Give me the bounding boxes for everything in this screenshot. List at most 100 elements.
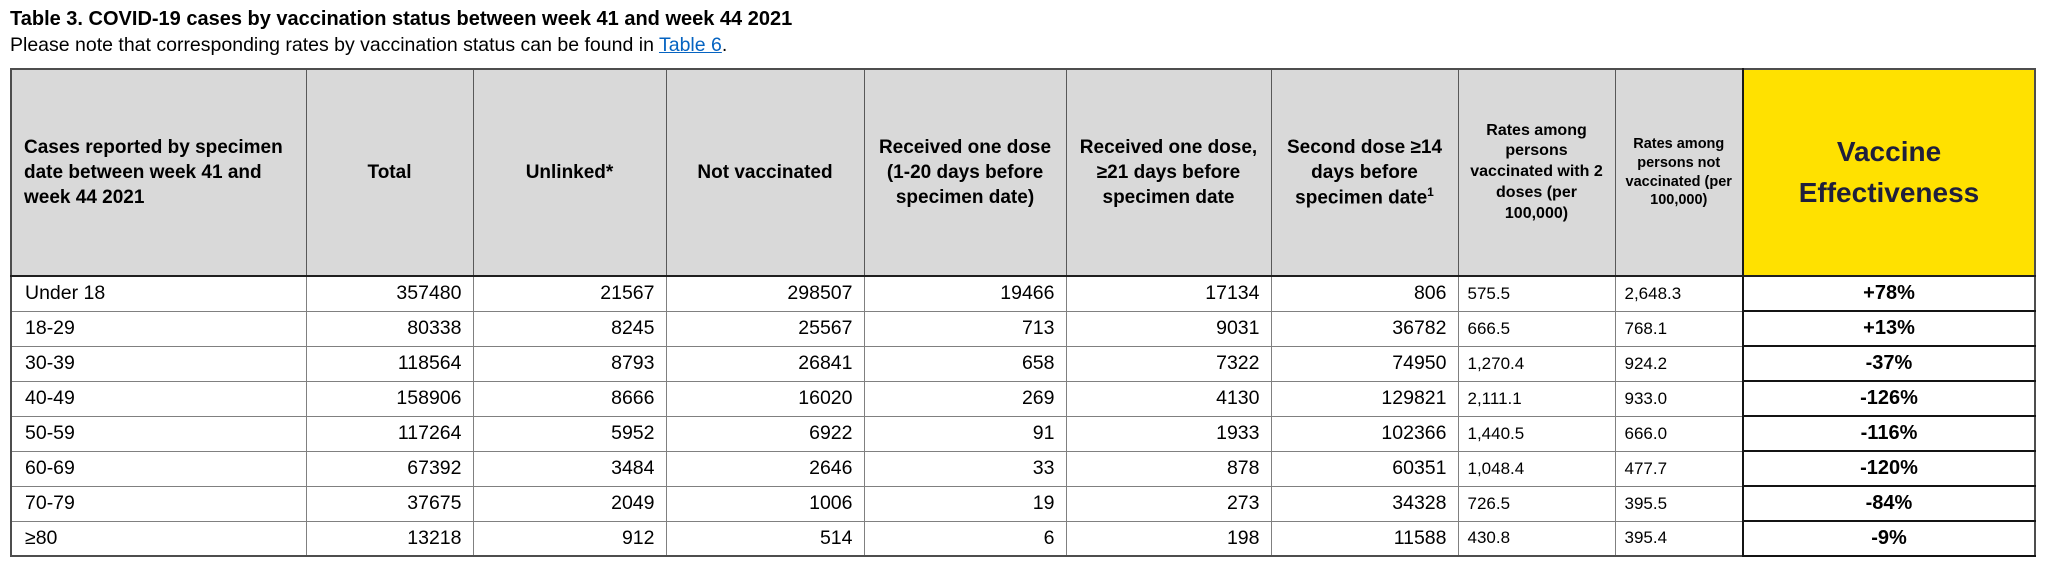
covid-cases-table: Cases reported by specimen date between … bbox=[10, 68, 2036, 557]
header-second-dose: Second dose ≥14 days before specimen dat… bbox=[1270, 68, 1459, 277]
cell-not-vaccinated: 25567 bbox=[665, 310, 865, 347]
cell-one-dose-1-20: 6 bbox=[863, 520, 1067, 557]
cell-age-group: 50-59 bbox=[10, 415, 307, 452]
cell-total: 158906 bbox=[305, 380, 474, 417]
cell-total: 37675 bbox=[305, 485, 474, 522]
cell-age-group: 30-39 bbox=[10, 345, 307, 382]
page-subtitle: Please note that corresponding rates by … bbox=[10, 32, 2048, 59]
header-second-dose-text: Second dose ≥14 days before specimen dat… bbox=[1286, 136, 1443, 209]
cell-rate-not-vaccinated: 395.4 bbox=[1614, 520, 1744, 557]
cell-age-group: ≥80 bbox=[10, 520, 307, 557]
cell-one-dose-21plus: 273 bbox=[1065, 485, 1272, 522]
cell-one-dose-1-20: 19 bbox=[863, 485, 1067, 522]
cell-unlinked: 8793 bbox=[472, 345, 667, 382]
cell-one-dose-1-20: 658 bbox=[863, 345, 1067, 382]
cell-one-dose-1-20: 713 bbox=[863, 310, 1067, 347]
cell-total: 80338 bbox=[305, 310, 474, 347]
table-row: Under 18 357480 21567 298507 19466 17134… bbox=[10, 275, 2036, 312]
cell-vaccine-effectiveness: -9% bbox=[1742, 520, 2036, 557]
cell-age-group: 18-29 bbox=[10, 310, 307, 347]
cell-rate-vaccinated: 430.8 bbox=[1457, 520, 1616, 557]
cell-one-dose-21plus: 1933 bbox=[1065, 415, 1272, 452]
header-rate-not-vaccinated: Rates among persons not vaccinated (per … bbox=[1614, 68, 1744, 277]
header-not-vaccinated: Not vaccinated bbox=[665, 68, 865, 277]
cell-not-vaccinated: 298507 bbox=[665, 275, 865, 312]
cell-one-dose-21plus: 7322 bbox=[1065, 345, 1272, 382]
cell-age-group: 60-69 bbox=[10, 450, 307, 487]
cell-not-vaccinated: 2646 bbox=[665, 450, 865, 487]
cell-rate-not-vaccinated: 768.1 bbox=[1614, 310, 1744, 347]
cell-total: 13218 bbox=[305, 520, 474, 557]
cell-rate-vaccinated: 2,111.1 bbox=[1457, 380, 1616, 417]
cell-unlinked: 2049 bbox=[472, 485, 667, 522]
cell-second-dose: 129821 bbox=[1270, 380, 1459, 417]
header-cases-reported: Cases reported by specimen date between … bbox=[10, 68, 307, 277]
header-rate-vaccinated: Rates among persons vaccinated with 2 do… bbox=[1457, 68, 1616, 277]
cell-total: 118564 bbox=[305, 345, 474, 382]
cell-unlinked: 5952 bbox=[472, 415, 667, 452]
cell-unlinked: 8666 bbox=[472, 380, 667, 417]
table-6-link[interactable]: Table 6 bbox=[658, 34, 722, 56]
header-vaccine-effectiveness: Vaccine Effectiveness bbox=[1742, 68, 2036, 277]
cell-second-dose: 11588 bbox=[1270, 520, 1459, 557]
cell-total: 357480 bbox=[305, 275, 474, 312]
table-row: 30-39 118564 8793 26841 658 7322 74950 1… bbox=[10, 345, 2036, 382]
table-row: 60-69 67392 3484 2646 33 878 60351 1,048… bbox=[10, 450, 2036, 487]
cell-unlinked: 3484 bbox=[472, 450, 667, 487]
cell-second-dose: 60351 bbox=[1270, 450, 1459, 487]
cell-one-dose-1-20: 19466 bbox=[863, 275, 1067, 312]
cell-not-vaccinated: 6922 bbox=[665, 415, 865, 452]
cell-rate-vaccinated: 1,270.4 bbox=[1457, 345, 1616, 382]
table-row: 18-29 80338 8245 25567 713 9031 36782 66… bbox=[10, 310, 2036, 347]
cell-rate-not-vaccinated: 2,648.3 bbox=[1614, 275, 1744, 312]
cell-rate-not-vaccinated: 477.7 bbox=[1614, 450, 1744, 487]
table-row: ≥80 13218 912 514 6 198 11588 430.8 395.… bbox=[10, 520, 2036, 557]
page: Table 3. COVID-19 cases by vaccination s… bbox=[10, 8, 2048, 557]
cell-one-dose-1-20: 91 bbox=[863, 415, 1067, 452]
cell-not-vaccinated: 16020 bbox=[665, 380, 865, 417]
subtitle-text: Please note that corresponding rates by … bbox=[10, 34, 659, 56]
cell-total: 67392 bbox=[305, 450, 474, 487]
footnote-marker: 1 bbox=[1427, 184, 1434, 199]
cell-second-dose: 74950 bbox=[1270, 345, 1459, 382]
cell-rate-vaccinated: 1,440.5 bbox=[1457, 415, 1616, 452]
header-total: Total bbox=[305, 68, 474, 277]
table-row: 70-79 37675 2049 1006 19 273 34328 726.5… bbox=[10, 485, 2036, 522]
table-row: 50-59 117264 5952 6922 91 1933 102366 1,… bbox=[10, 415, 2036, 452]
cell-one-dose-1-20: 269 bbox=[863, 380, 1067, 417]
cell-one-dose-21plus: 9031 bbox=[1065, 310, 1272, 347]
cell-rate-vaccinated: 666.5 bbox=[1457, 310, 1616, 347]
header-row: Cases reported by specimen date between … bbox=[10, 68, 2036, 277]
header-one-dose-1-20: Received one dose (1-20 days before spec… bbox=[863, 68, 1067, 277]
cell-rate-not-vaccinated: 924.2 bbox=[1614, 345, 1744, 382]
cell-not-vaccinated: 514 bbox=[665, 520, 865, 557]
cell-age-group: 40-49 bbox=[10, 380, 307, 417]
cell-second-dose: 806 bbox=[1270, 275, 1459, 312]
subtitle-period: . bbox=[721, 34, 728, 56]
cell-vaccine-effectiveness: -126% bbox=[1742, 380, 2036, 417]
cell-not-vaccinated: 26841 bbox=[665, 345, 865, 382]
cell-second-dose: 34328 bbox=[1270, 485, 1459, 522]
page-title: Table 3. COVID-19 cases by vaccination s… bbox=[10, 8, 793, 30]
cell-rate-vaccinated: 575.5 bbox=[1457, 275, 1616, 312]
cell-unlinked: 21567 bbox=[472, 275, 667, 312]
cell-total: 117264 bbox=[305, 415, 474, 452]
cell-second-dose: 36782 bbox=[1270, 310, 1459, 347]
cell-vaccine-effectiveness: +13% bbox=[1742, 310, 2036, 347]
cell-rate-vaccinated: 1,048.4 bbox=[1457, 450, 1616, 487]
cell-one-dose-21plus: 17134 bbox=[1065, 275, 1272, 312]
cell-rate-vaccinated: 726.5 bbox=[1457, 485, 1616, 522]
cell-age-group: Under 18 bbox=[10, 275, 307, 312]
cell-vaccine-effectiveness: -120% bbox=[1742, 450, 2036, 487]
cell-second-dose: 102366 bbox=[1270, 415, 1459, 452]
cell-vaccine-effectiveness: -116% bbox=[1742, 415, 2036, 452]
header-unlinked: Unlinked* bbox=[472, 68, 667, 277]
table-row: 40-49 158906 8666 16020 269 4130 129821 … bbox=[10, 380, 2036, 417]
cell-vaccine-effectiveness: +78% bbox=[1742, 275, 2036, 312]
cell-age-group: 70-79 bbox=[10, 485, 307, 522]
cell-one-dose-21plus: 198 bbox=[1065, 520, 1272, 557]
cell-rate-not-vaccinated: 933.0 bbox=[1614, 380, 1744, 417]
cell-unlinked: 912 bbox=[472, 520, 667, 557]
header-one-dose-21plus: Received one dose, ≥21 days before speci… bbox=[1065, 68, 1272, 277]
cell-unlinked: 8245 bbox=[472, 310, 667, 347]
